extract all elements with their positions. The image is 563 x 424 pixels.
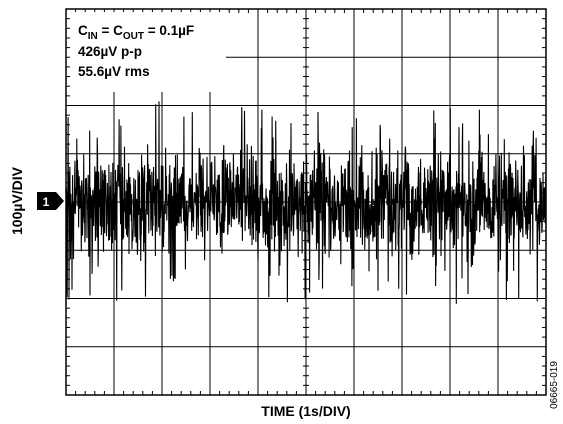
x-axis-label: TIME (1s/DIV): [261, 403, 350, 419]
annotation-backdrop: [70, 12, 226, 92]
annotation-capacitance: CIN = COUT = 0.1µF: [78, 23, 194, 42]
figure-id: 06665-019: [549, 361, 560, 409]
annotation-peak-to-peak: 426µV p-p: [78, 44, 142, 59]
channel-marker-label: 1: [43, 195, 50, 209]
channel-1-marker: 1: [37, 192, 64, 210]
noise-trace-path: [65, 101, 547, 305]
annotation-rms: 55.6µV rms: [78, 64, 150, 79]
y-axis-label: 100µV/DIV: [9, 166, 25, 235]
noise-trace: [65, 101, 547, 305]
channel-marker-arrow: [37, 192, 64, 210]
